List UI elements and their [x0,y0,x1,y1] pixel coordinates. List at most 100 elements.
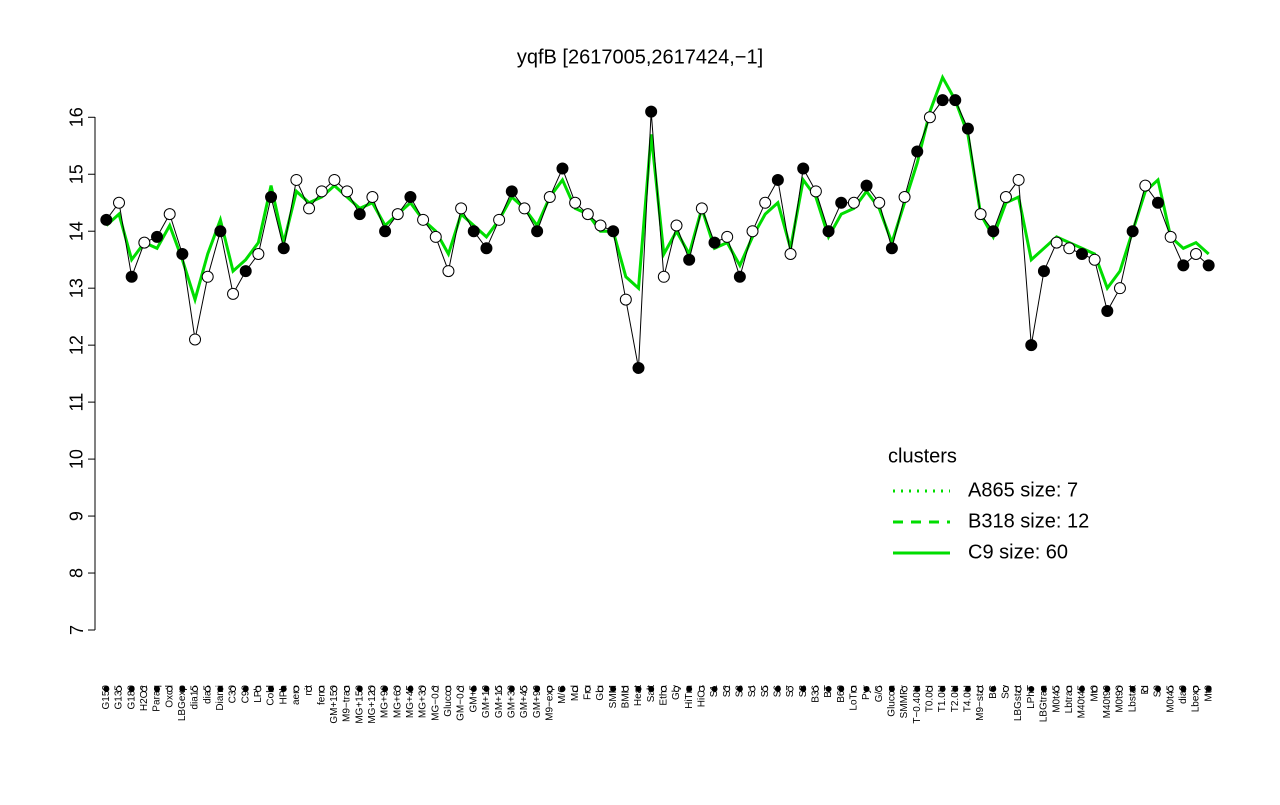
x-tick-label: G135 [114,685,125,710]
x-tick-label: M9−exp [544,685,555,721]
x-tick-dot [331,686,338,692]
data-point [860,179,873,192]
data-point [328,173,341,186]
x-tick-dot [838,686,845,692]
x-tick-label: Glucon [887,685,898,717]
data-point [353,208,366,221]
data-point [556,162,569,175]
data-point [1101,304,1114,317]
x-tick-label: Cold [266,685,277,706]
x-tick-dot [179,686,186,692]
x-tick-dot [597,686,604,692]
data-point [797,162,810,175]
x-tick-dot [977,686,984,692]
x-tick-label: LPh [253,685,264,703]
x-tick-dot [116,686,123,692]
x-tick-dot [141,686,148,692]
x-tick-dot [369,686,376,692]
y-tick-label: 9 [67,511,87,521]
x-tick-dot [850,686,857,692]
x-tick-label: Glu [595,685,606,701]
x-tick-label: MG+90 [380,685,391,719]
data-point [733,270,746,283]
x-tick-label: H2O2 [139,685,150,712]
x-tick-dot [1154,686,1161,692]
data-point [759,196,772,209]
legend-title: clusters [888,445,957,467]
x-tick-dot [762,686,769,692]
x-tick-dot [128,686,135,692]
x-tick-label: Diami [215,685,226,711]
data-point [847,196,860,209]
data-point [1025,339,1038,352]
data-point [518,202,531,215]
legend-label: C9 size: 60 [968,541,1068,563]
x-tick-dot [483,686,490,692]
x-tick-label: dia15 [190,685,201,710]
x-tick-label: T1.0H [937,685,948,712]
x-tick-dot [508,686,515,692]
x-tick-label: M9−tran [342,685,353,722]
data-point [201,270,214,283]
x-tick-dot [1104,686,1111,692]
x-tick-label: G/S [874,685,885,703]
y-tick-label: 16 [67,107,87,127]
x-tick-dot [1028,686,1035,692]
x-tick-label: T2.0H [950,685,961,712]
data-point [809,185,822,198]
data-point [404,191,417,204]
data-point [999,191,1012,204]
x-tick-label: Pyr [861,684,872,700]
x-tick-dot [382,686,389,692]
x-tick-label: C90 [240,685,251,704]
x-tick-dot [800,686,807,692]
data-point [303,202,316,215]
x-tick-dot [812,686,819,692]
x-tick-dot [255,686,262,692]
data-point [1088,253,1101,266]
x-tick-label: GM+15 [494,685,505,719]
data-point [1037,265,1050,278]
x-tick-label: G180 [126,685,137,710]
x-tick-label: T4.0H [963,685,974,712]
x-tick-label: HPh [278,685,289,704]
x-tick-label: LBGtran [1039,685,1050,722]
x-tick-dot [293,686,300,692]
x-tick-label: LoTm [849,685,860,711]
x-tick-dot [648,686,655,692]
x-tick-dot [1078,686,1085,692]
data-point [784,248,797,260]
data-point [429,230,442,243]
x-tick-dot [192,686,199,692]
data-point [543,191,556,204]
x-tick-dot [1180,686,1187,692]
x-tick-label: MG+30 [418,685,429,719]
data-point [366,191,379,204]
x-tick-label: GM+5 [468,685,479,713]
data-point [239,265,252,278]
x-tick-dot [1053,686,1060,692]
x-tick-dot [103,686,110,692]
data-point [417,213,430,226]
data-point [987,225,1000,238]
data-point [822,225,835,238]
x-tick-label: Lbtran [1064,685,1075,713]
x-tick-label: MG+150 [354,685,365,724]
legend-label: A865 size: 7 [968,479,1078,501]
x-tick-dot [622,686,629,692]
x-tick-dot [686,686,693,692]
x-tick-dot [1205,686,1212,692]
x-tick-label: MG+120 [367,685,378,724]
x-tick-label: Lbstat [1127,685,1138,712]
data-point [708,236,721,249]
data-point [265,191,278,204]
x-tick-dot [584,686,591,692]
data-point [1012,173,1025,186]
x-tick-dot [635,686,642,692]
x-tick-dot [356,686,363,692]
x-tick-dot [242,686,249,692]
x-tick-dot [217,686,224,692]
x-tick-label: M0t90 [1115,685,1126,713]
data-point [1189,248,1202,260]
x-tick-label: M0t45 [1165,685,1176,713]
